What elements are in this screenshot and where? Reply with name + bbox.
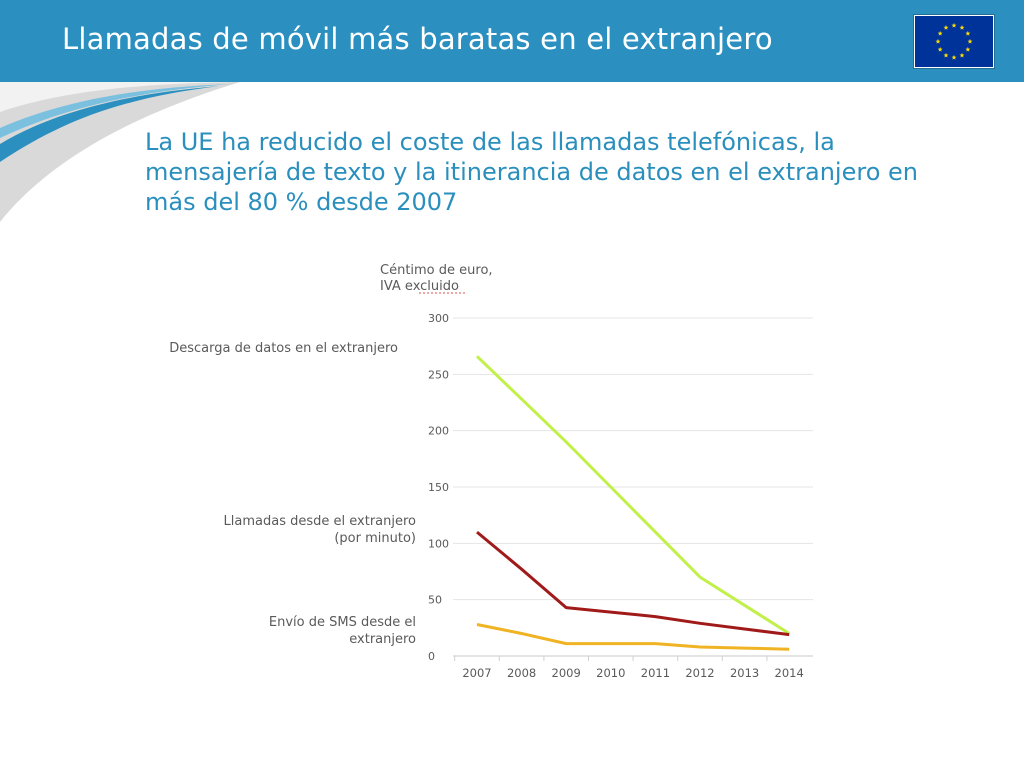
- y-axis-label-line-2: IVA excluido: [380, 279, 459, 294]
- flag-star-icon: [943, 52, 949, 58]
- y-tick-label: 200: [428, 425, 449, 438]
- y-tick-label: 300: [428, 312, 449, 325]
- y-tick-label: 100: [428, 537, 449, 550]
- eu-flag-icon: [914, 15, 994, 68]
- series-label-2: Llamadas desde el extranjero (por minuto): [224, 514, 417, 546]
- x-tick-label: 2008: [507, 666, 536, 680]
- x-tick-label: 2007: [462, 666, 491, 680]
- series-label-3: Envío de SMS desde el extranjero: [269, 615, 416, 647]
- x-tick-label: 2012: [685, 666, 714, 680]
- decorative-swoosh: [0, 82, 240, 222]
- y-axis-label-line-1: Céntimo de euro,: [380, 263, 493, 278]
- series-line-1: [475, 355, 791, 635]
- flag-star-icon: [951, 22, 957, 28]
- y-tick-label: 250: [428, 368, 449, 381]
- flag-star-icon: [967, 38, 973, 44]
- series-label-1: Descarga de datos en el extranjero: [169, 341, 398, 356]
- flag-star-icon: [935, 38, 941, 44]
- flag-star-icon: [959, 25, 965, 30]
- x-tick-label: 2011: [641, 666, 670, 680]
- x-tick-label: 2014: [775, 666, 804, 680]
- y-tick-label: 150: [428, 481, 449, 494]
- series-line-3: [476, 623, 790, 651]
- flag-star-icon: [951, 54, 957, 60]
- flag-star-icon: [959, 52, 965, 58]
- x-tick-label: 2009: [552, 666, 581, 680]
- line-chart: 0 50 100 150 200 250 300 2007 2008 2009 2010 2011 2…: [169, 263, 813, 680]
- y-tick-label: 50: [428, 594, 442, 607]
- flag-star-icon: [943, 25, 949, 30]
- flag-star-icon: [965, 30, 971, 36]
- flag-star-icon: [965, 46, 971, 52]
- x-tick-label: 2013: [730, 666, 759, 680]
- flag-star-icon: [937, 46, 943, 52]
- x-tick-label: 2010: [596, 666, 625, 680]
- series-line-2: [476, 530, 790, 637]
- y-tick-label: 0: [428, 650, 435, 663]
- flag-star-icon: [937, 30, 943, 36]
- slide-title: Llamadas de móvil más baratas en el extr…: [62, 22, 773, 56]
- slide-header: Llamadas de móvil más baratas en el extr…: [0, 0, 1024, 82]
- slide-subtitle: La UE ha reducido el coste de las llamad…: [145, 128, 918, 216]
